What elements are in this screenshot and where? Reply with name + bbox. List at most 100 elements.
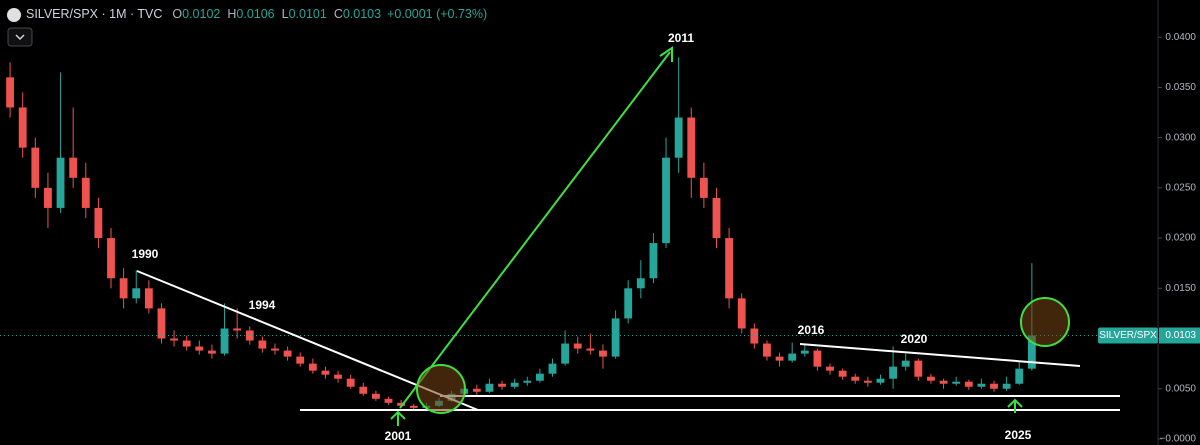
symbol-title: SILVER/SPX · 1M · TVC [26,7,162,21]
candle-body [813,350,822,367]
annotation-label: 1994 [249,298,276,312]
candle-body [889,366,898,379]
change: +0.0001 (+0.73%) [387,7,487,21]
trend-line [799,343,1081,367]
candle-body [599,350,607,357]
up-arrow [390,410,406,426]
candle-body [397,402,406,406]
plot-area: 1990 1994 2001 2011 2016 2020 2025 [0,31,1158,443]
ohlc-letter: H [227,7,236,21]
candle-body [674,117,683,158]
candle-body [800,350,809,354]
candle-body [44,187,52,208]
candle-body [296,356,305,364]
candle-body [1027,335,1036,369]
candle-body [523,380,532,383]
candle-body [6,77,15,108]
ohlc-value: 0.0102 [182,7,220,21]
annotation-label: 1990 [132,247,159,261]
y-tick-label: 0.0200 [1165,233,1196,244]
candle-body [409,405,418,408]
candle-body [346,378,355,387]
candle-body [81,177,90,208]
candle-body [586,348,595,351]
candle-body [371,393,380,399]
arrow-head [659,46,673,62]
candle-body [826,366,834,371]
ohlc-letter: C [334,7,343,21]
collapse-button[interactable] [7,27,33,47]
highlight-circle [416,364,466,414]
price-tag [1159,327,1200,344]
candle-body [838,370,847,377]
y-tick-label: −0.0000 [1160,434,1197,445]
annotation-label: 2025 [1005,428,1032,442]
drawings [136,46,1120,426]
candle-body [107,238,115,279]
y-tick-label: 0.0300 [1165,132,1196,143]
header-text: SILVER/SPX · 1M · TVC O0.0102 H0.0106 L0.01… [26,7,487,21]
candle-body [737,298,746,329]
candle-body [157,308,166,339]
candle-body [662,157,670,244]
candle-body [535,373,544,381]
candle-body [485,383,494,392]
annotation-label: 2001 [385,429,412,443]
candle-body [195,346,204,351]
ohlc-letter: L [282,7,289,21]
header: SILVER/SPX · 1M · TVC O0.0102 H0.0106 L0.01… [7,7,487,47]
candle-body [624,288,633,319]
candle-body [712,197,721,239]
candle-body [56,157,65,208]
annotation-label: 2020 [901,332,928,346]
candle-body [182,340,191,347]
candle-body [573,343,582,349]
y-tick-label: 0.0350 [1165,82,1196,93]
candle-body [132,288,141,299]
candle-body [220,328,229,354]
candle-body [208,350,216,354]
candle-body [359,386,368,394]
candle-body [245,330,254,341]
candle-body [939,380,948,384]
candle-body [1002,383,1011,389]
symbol-tag [1098,327,1158,344]
candle-body [561,343,570,364]
candle-body [851,376,860,381]
candle-body [1015,368,1024,384]
annotation-label: 2016 [798,323,825,337]
candle-body [31,147,40,188]
candle-body [321,370,330,375]
candle-body [611,318,620,357]
candle-body [69,157,78,178]
candle-body [990,383,998,389]
price-tag-label: 0.0103 [1165,330,1196,341]
candle-body [699,177,708,198]
candle-body [308,363,317,371]
highlight-circle [1020,297,1070,347]
candle-body [914,360,923,377]
up-arrow [1007,398,1023,413]
candle-body [636,278,645,289]
candle-body [775,356,784,361]
candle-body [18,107,27,148]
ohlc-value: 0.0103 [343,7,381,21]
candle-body [788,353,797,361]
candle-body [94,207,103,239]
candle-body [952,381,961,384]
candle-body [901,360,910,367]
candle-body [233,328,242,331]
y-tick-label: 0.0250 [1165,182,1196,193]
price-axis: −0.00000.00500.01000.01500.02000.02500.0… [1098,32,1200,445]
chevron-icon [15,34,25,41]
candle-body [170,338,178,341]
candle-body [750,328,759,344]
candle-body [649,243,658,279]
annotation-label: 2011 [668,31,694,45]
candle-body [283,350,292,357]
ohlc-value: 0.0106 [236,7,274,21]
candle-body [258,340,267,349]
candle-body [548,363,557,374]
